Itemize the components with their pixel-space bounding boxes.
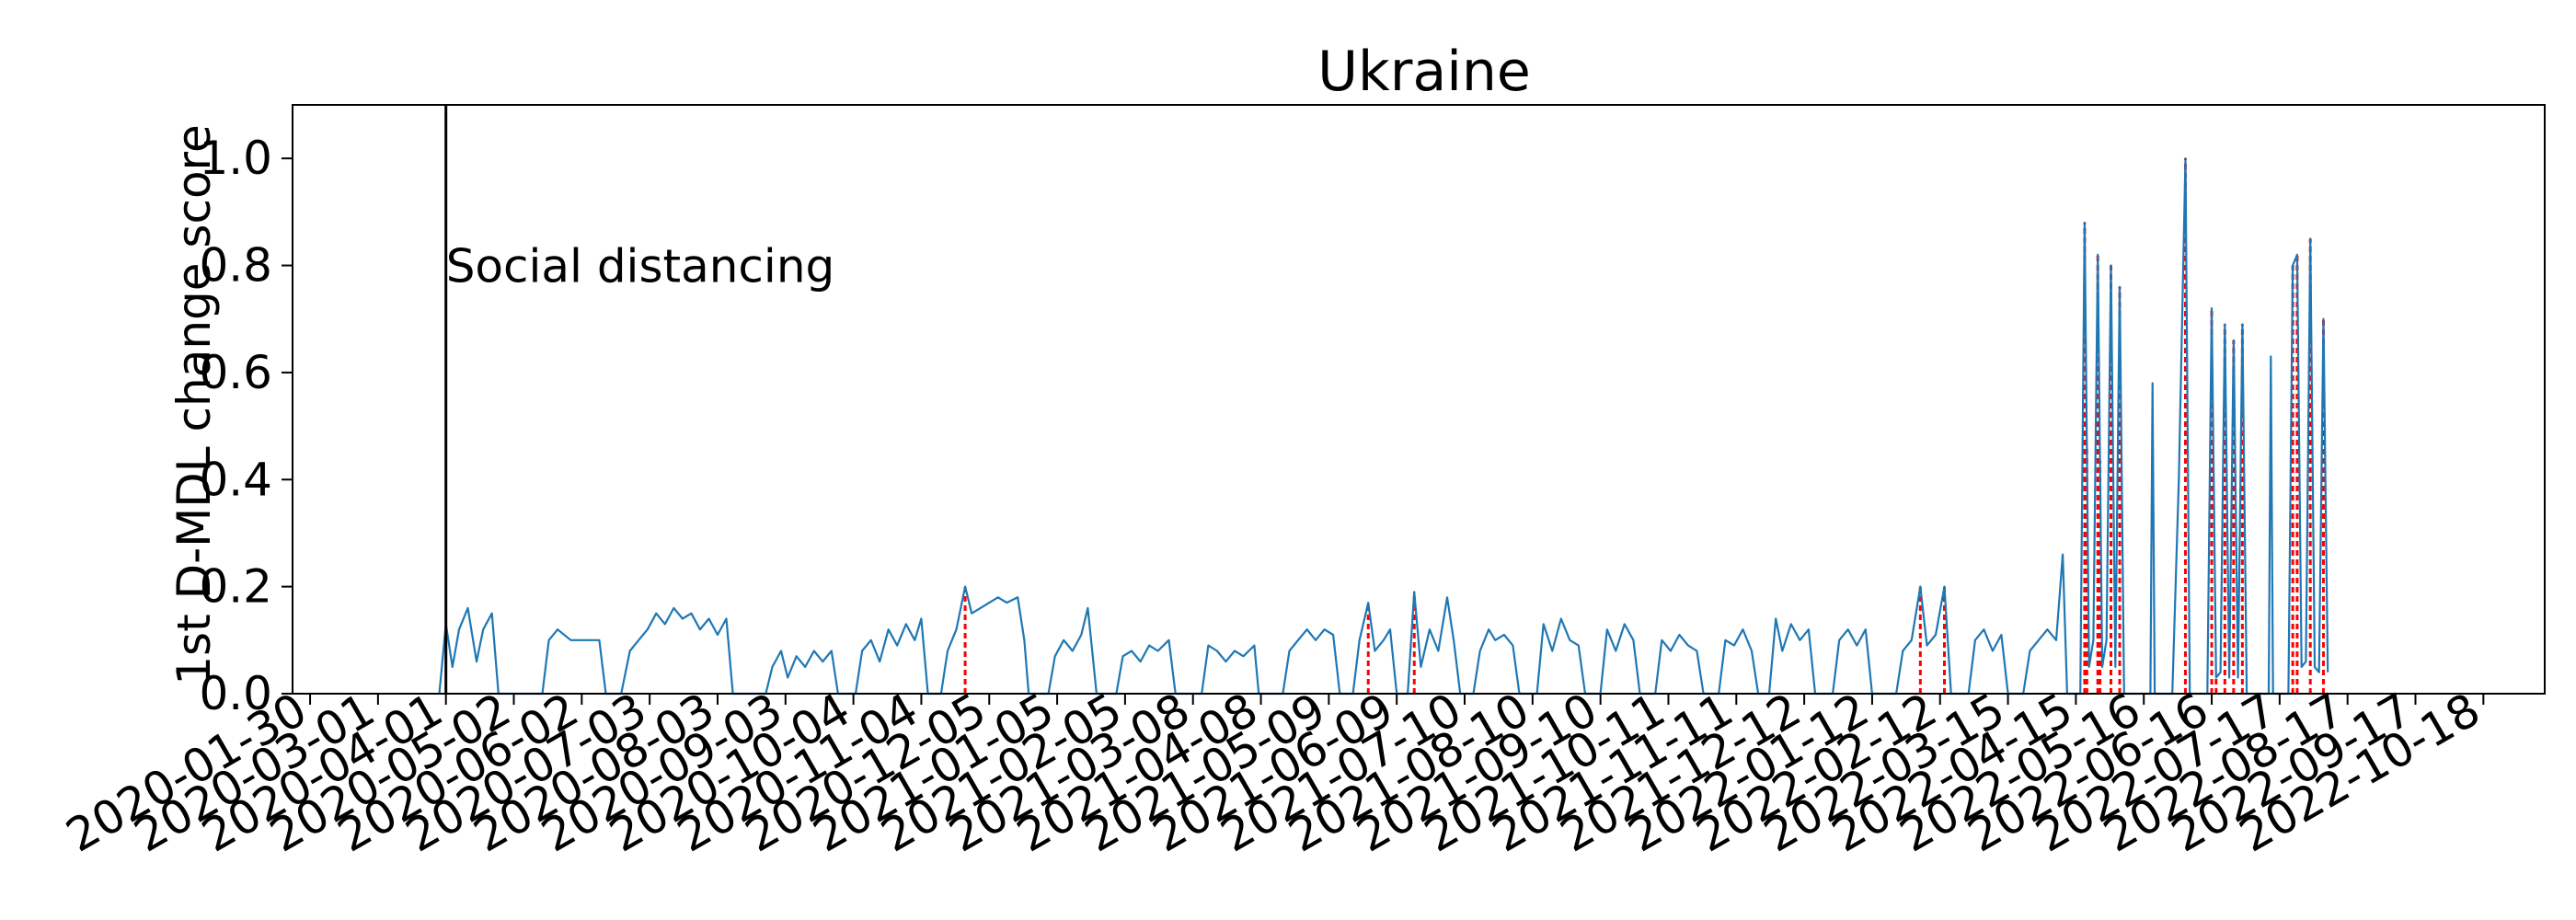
annotation-layer: Social distancing <box>444 105 835 694</box>
y-tick-label: 0.8 <box>199 239 272 293</box>
y-axis: 0.0 0.2 0.4 0.6 0.8 1.0 <box>199 132 293 720</box>
y-tick-label: 0.4 <box>199 453 272 506</box>
x-axis: 2020-01-302020-03-012020-04-012020-05-02… <box>57 683 2489 863</box>
y-axis-label: 1st D-MDL change score <box>167 124 221 685</box>
y-tick-label: 0.6 <box>199 346 272 399</box>
social-distancing-label: Social distancing <box>446 240 835 293</box>
y-tick-label: 0.0 <box>199 667 272 720</box>
plot-frame <box>292 104 2546 695</box>
chart-title: Ukraine <box>1317 40 1531 104</box>
y-tick-label: 1.0 <box>199 132 272 185</box>
y-tick-label: 0.2 <box>199 560 272 614</box>
